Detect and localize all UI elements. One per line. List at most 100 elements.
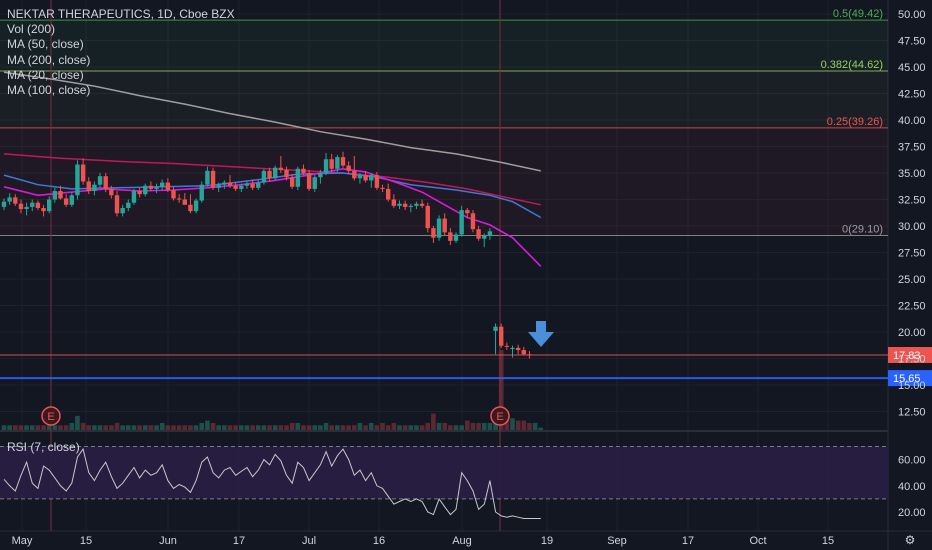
candle-body <box>131 191 137 203</box>
rsi-legend[interactable]: RSI (7, close) <box>7 440 80 454</box>
candle-body <box>329 159 334 169</box>
price-tick-label: 37.50 <box>898 142 926 154</box>
rsi-band <box>0 446 888 499</box>
volume-bar <box>470 422 476 430</box>
volume-bar <box>425 422 431 430</box>
indicator-vol[interactable]: Vol (200) <box>7 22 56 37</box>
volume-bar <box>374 425 380 430</box>
indicator-ma-200[interactable]: MA (200, close) <box>7 52 91 67</box>
time-tick-label: 17 <box>682 535 694 547</box>
candle-body <box>222 182 227 185</box>
candle-body <box>182 199 187 205</box>
candle-body <box>193 200 199 212</box>
volume-bar <box>199 422 205 430</box>
candle-body <box>306 173 312 189</box>
indicator-ma-100[interactable]: MA (100, close) <box>7 83 91 98</box>
indicator-ma-20[interactable]: MA (20, close) <box>7 67 84 82</box>
settings-icon[interactable]: ⚙ <box>905 533 916 547</box>
rsi-tick-label: 40.00 <box>898 481 926 493</box>
candle-body <box>391 199 397 206</box>
candle-body <box>227 182 233 186</box>
volume-bar <box>120 425 125 430</box>
volume-bar <box>159 422 165 430</box>
indicator-ma-50[interactable]: MA (50, close) <box>7 37 84 52</box>
volume-bar <box>29 425 35 430</box>
time-tick-label: May <box>12 535 33 547</box>
price-tag <box>888 370 932 387</box>
candle-body <box>109 188 114 196</box>
candle-body <box>425 205 430 229</box>
fib-label: 0.382(44.62) <box>821 59 883 71</box>
volume-bar <box>137 425 142 430</box>
price-tick-label: 30.00 <box>898 221 926 233</box>
candle-body <box>171 189 176 199</box>
candle-body <box>352 170 357 179</box>
candle-body <box>402 203 408 207</box>
candle-body <box>295 168 300 187</box>
candle-body <box>13 197 18 204</box>
down-arrow-icon <box>528 321 554 347</box>
price-tick-label: 15.00 <box>898 380 926 392</box>
volume-bar <box>126 425 131 430</box>
volume-bar <box>154 425 159 430</box>
candle-body <box>487 231 493 236</box>
candle-body <box>233 185 238 189</box>
price-tick-label: 45.00 <box>898 62 926 74</box>
volume-bar <box>380 422 385 430</box>
volume-bar <box>295 422 301 430</box>
candle-body <box>380 187 385 189</box>
candle-body <box>284 169 289 178</box>
volume-bar <box>131 425 137 430</box>
candle-body <box>267 170 272 179</box>
candle-body <box>137 191 142 195</box>
candle-body <box>160 182 165 187</box>
volume-bar <box>521 420 527 430</box>
volume-bar <box>414 425 419 430</box>
candle-body <box>52 191 58 200</box>
candle-body <box>1 201 7 207</box>
candle-body <box>35 202 41 208</box>
volume-bar <box>459 425 464 430</box>
volume-bar <box>244 425 250 430</box>
volume-bar <box>109 425 114 430</box>
candle-body <box>335 157 340 169</box>
candle-body <box>504 345 510 347</box>
fib-label: 0.25(39.26) <box>827 116 883 128</box>
candle-body <box>374 175 380 188</box>
volume-bar <box>205 420 210 430</box>
volume-bar <box>481 422 487 430</box>
time-tick-label: Jun <box>159 535 177 547</box>
earnings-marker-label: E <box>47 411 54 423</box>
volume-bar <box>448 425 453 430</box>
volume-bar <box>476 422 481 430</box>
price-tick-label: 47.50 <box>898 36 926 48</box>
candle-body <box>176 198 182 200</box>
volume-bar <box>402 425 408 430</box>
symbol-title[interactable]: NEKTAR THERAPEUTICS, 1D, Cboe BZX <box>7 7 235 21</box>
volume-bar <box>391 422 397 430</box>
volume-bar <box>346 425 351 430</box>
volume-bar <box>532 422 538 430</box>
time-tick-label: 15 <box>822 535 834 547</box>
volume-bar <box>357 422 363 430</box>
candle-body <box>69 195 74 205</box>
candle-body <box>278 167 284 170</box>
volume-bar <box>24 425 29 430</box>
volume-bar <box>92 425 97 430</box>
candle-body <box>216 184 221 188</box>
volume-bar <box>222 425 227 430</box>
volume-bar <box>176 425 182 430</box>
rsi-tick-label: 60.00 <box>898 455 926 467</box>
volume-bar <box>75 415 80 430</box>
price-tick-label: 22.50 <box>898 301 926 313</box>
candle-body <box>369 175 374 181</box>
candle-body <box>205 170 210 185</box>
volume-bar <box>46 425 52 430</box>
candle-body <box>41 207 46 212</box>
candle-body <box>482 235 487 239</box>
volume-bar <box>227 425 233 430</box>
candle-body <box>453 234 459 241</box>
volume-bar <box>7 425 12 430</box>
volume-bar <box>182 425 188 430</box>
